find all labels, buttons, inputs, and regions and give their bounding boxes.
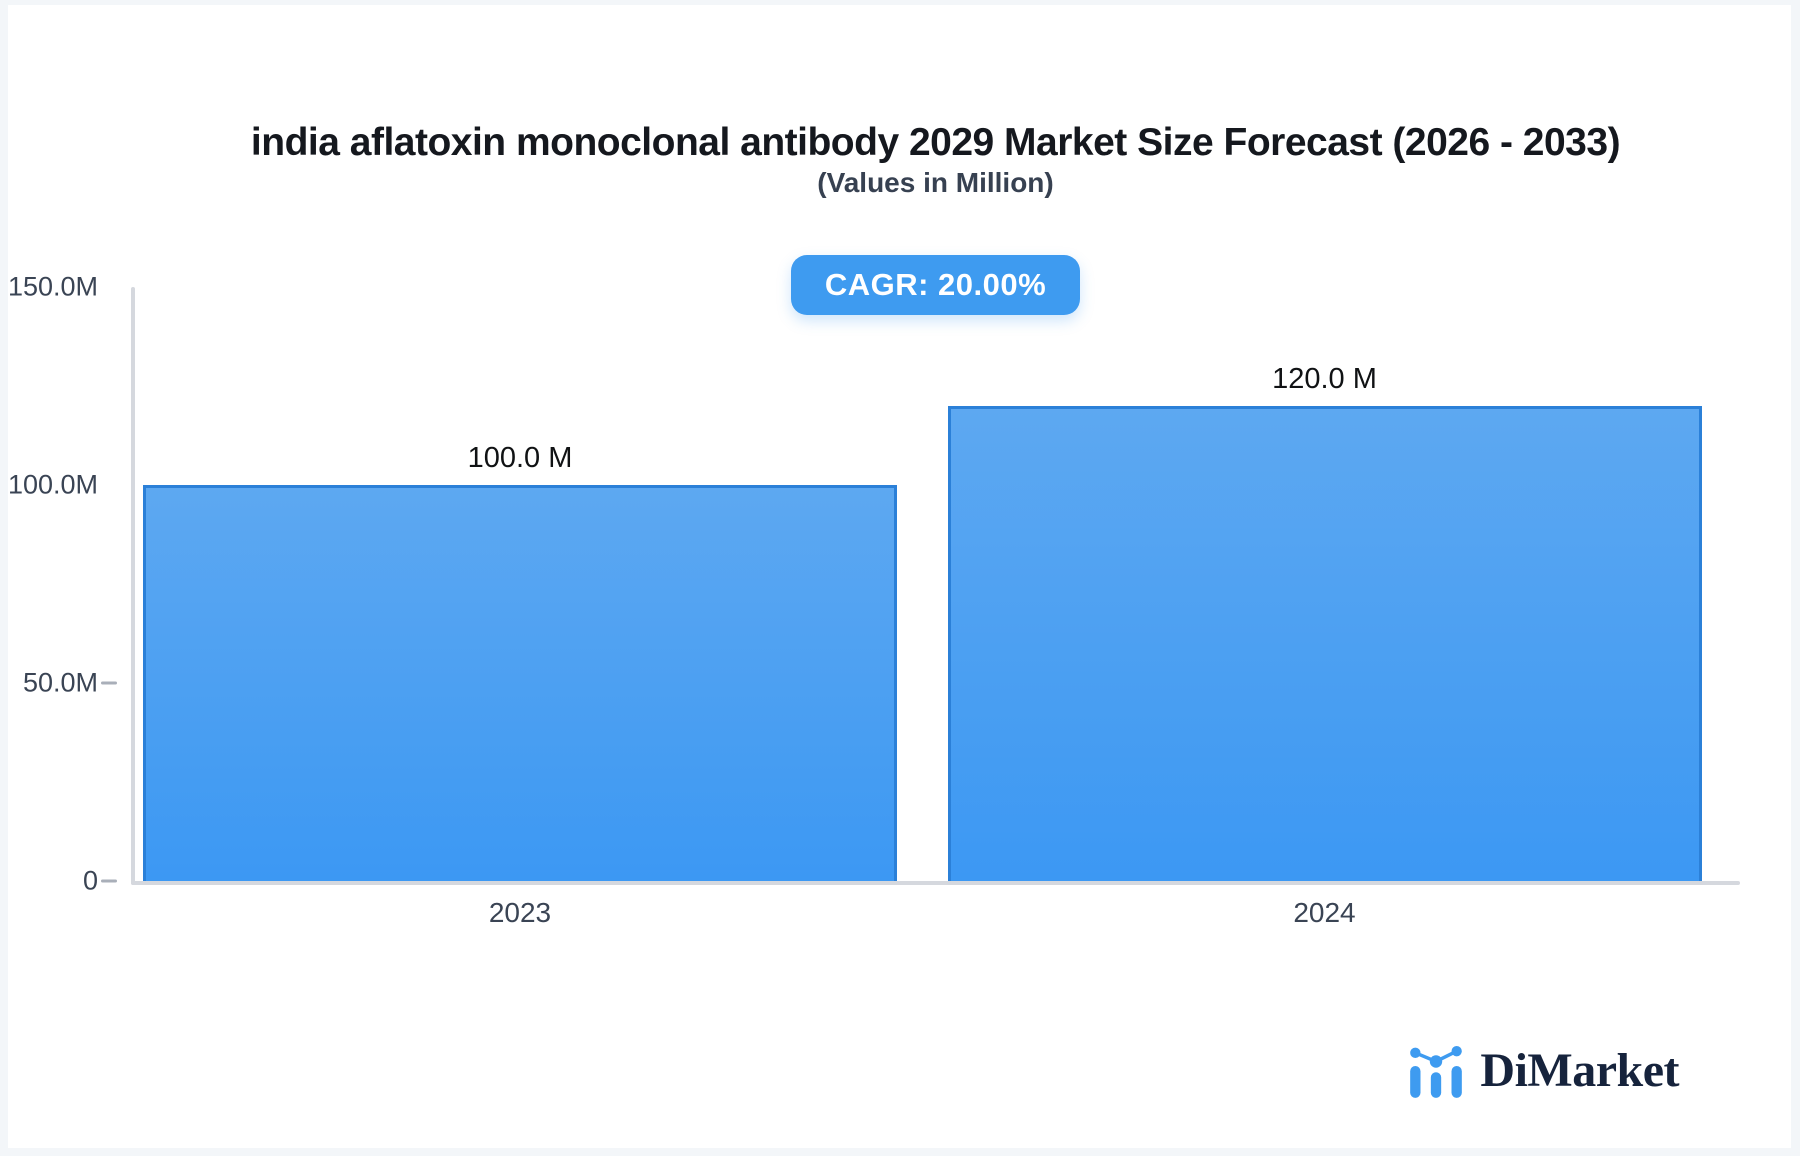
y-axis-label-0: 0 bbox=[82, 865, 98, 896]
x-axis-label-2023: 2023 bbox=[488, 897, 552, 928]
cagr-badge-row: CAGR: 20.00% bbox=[131, 255, 1740, 315]
plot-area: 150.0M 100.0M 50.0M 0 100.0 M 2023 120.0 M 2024 bbox=[8, 272, 1741, 928]
page-title: india aflatoxin monoclonal antibody 2029… bbox=[250, 121, 1621, 165]
bar-line-chart-icon bbox=[1410, 1045, 1463, 1098]
y-axis-label-100.0M: 100.0M bbox=[7, 469, 98, 500]
y-axis-label-50.0M: 50.0M bbox=[22, 667, 98, 698]
bar-2023[interactable] bbox=[143, 485, 897, 881]
category-slot-2023: 100.0 M 2023 bbox=[131, 287, 936, 928]
brand-logo: DiMarket bbox=[1405, 1043, 1679, 1098]
cagr-badge: CAGR: 20.00% bbox=[790, 255, 1081, 315]
y-axis-line bbox=[131, 287, 135, 885]
chart-subtitle: (Values in Million) bbox=[817, 167, 1054, 198]
bar-2024[interactable] bbox=[947, 405, 1702, 881]
bar-value-label-2023: 100.0 M bbox=[467, 442, 573, 474]
x-axis-label-2024: 2024 bbox=[1293, 897, 1356, 928]
y-axis-tick-mark bbox=[101, 681, 117, 685]
chart-card: india aflatoxin monoclonal antibody 2029… bbox=[8, 5, 1791, 1148]
brand-name: DiMarket bbox=[1480, 1044, 1679, 1097]
bar-value-label-2024: 120.0 M bbox=[1272, 362, 1377, 395]
x-axis-line bbox=[131, 881, 1740, 885]
y-axis-tick-mark bbox=[101, 879, 117, 883]
y-axis-label-150.0M: 150.0M bbox=[7, 271, 98, 302]
category-slot-2024: 120.0 M 2024 bbox=[936, 287, 1741, 928]
